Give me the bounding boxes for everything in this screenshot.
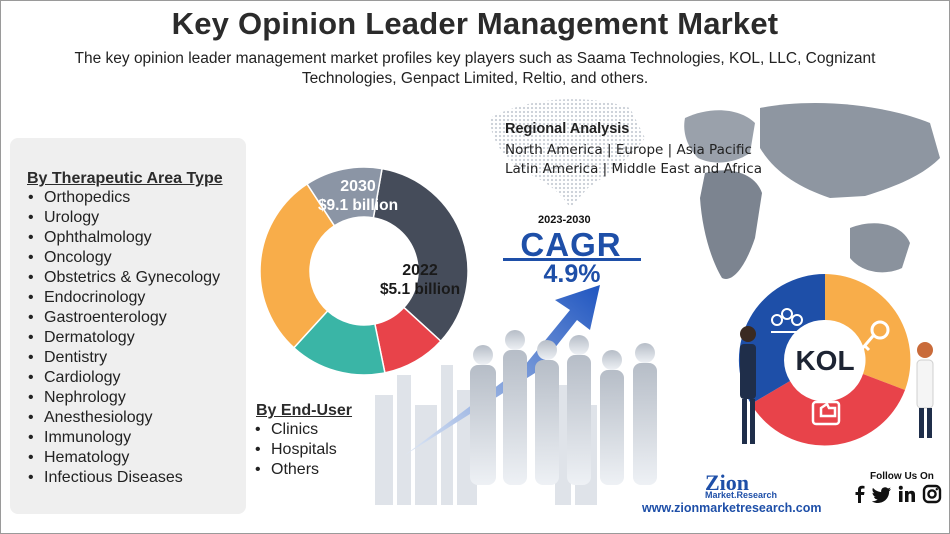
end-user-item-1: Hospitals: [253, 440, 337, 460]
end-user-item-0: Clinics: [253, 420, 337, 440]
therapeutic-item-4: Obstetrics & Gynecology: [26, 268, 220, 288]
regional-title: Regional Analysis: [505, 121, 630, 137]
donut-label-value-0: $9.1 billion: [317, 197, 399, 214]
brand-sub-text: Market.Research: [705, 490, 778, 500]
world-map: [490, 99, 940, 279]
therapeutic-item-10: Nephrology: [26, 388, 220, 408]
donut-label-year-0: 2030: [340, 178, 376, 195]
therapeutic-item-12: Immunology: [26, 428, 220, 448]
donut-label-value-1: $5.1 billion: [379, 281, 461, 298]
donut-hole: [310, 217, 418, 325]
key-icon: [859, 320, 890, 352]
skyline-illustration: [375, 285, 657, 505]
website-link[interactable]: www.zionmarketresearch.com: [642, 501, 822, 515]
twitter-icon[interactable]: [872, 484, 892, 504]
therapeutic-item-2: Ophthalmology: [26, 228, 220, 248]
regional-line-2: Latin America | Middle East and Africa: [505, 161, 763, 177]
regional-line-1: North America | Europe | Asia Pacific: [505, 142, 752, 158]
cagr-underline: [503, 258, 641, 261]
presenter-man: [740, 326, 756, 444]
linkedin-icon[interactable]: [897, 484, 917, 504]
therapeutic-item-11: Anesthesiology: [26, 408, 220, 428]
kol-ring-blue: [738, 273, 825, 404]
subtitle: The key opinion leader management market…: [74, 50, 876, 87]
kol-ring-orange: [825, 274, 911, 390]
therapeutic-item-7: Dermatology: [26, 328, 220, 348]
therapeutic-item-5: Endocrinology: [26, 288, 220, 308]
donut-label-year-1: 2022: [402, 262, 438, 279]
end-user-item-2: Others: [253, 460, 337, 480]
team-icon: [771, 308, 803, 333]
therapeutic-list: OrthopedicsUrologyOphthalmologyOncologyO…: [26, 188, 220, 488]
kol-ring-red: [751, 374, 905, 446]
therapeutic-item-0: Orthopedics: [26, 188, 220, 208]
growth-arrow: [405, 285, 600, 455]
donut-chart: [259, 166, 469, 376]
cagr-period: 2023-2030: [538, 214, 591, 226]
brand-logo-text: Zion: [705, 470, 750, 495]
kol-badge: KOL: [795, 345, 854, 376]
asia-shape: [760, 103, 940, 198]
therapeutic-heading: By Therapeutic Area Type: [27, 170, 223, 187]
north-america-shape: [490, 99, 645, 208]
facebook-icon[interactable]: [850, 484, 870, 504]
australia-shape: [850, 223, 910, 273]
follow-us-label: Follow Us On: [870, 471, 934, 482]
therapeutic-item-9: Cardiology: [26, 368, 220, 388]
thumbs-up-icon: [811, 400, 841, 426]
presenter-woman: [916, 342, 934, 438]
cagr-value: 4.9%: [543, 260, 601, 288]
kol-illustration: KOL: [738, 273, 934, 446]
therapeutic-item-1: Urology: [26, 208, 220, 228]
therapeutic-item-8: Dentistry: [26, 348, 220, 368]
end-user-list: ClinicsHospitalsOthers: [253, 420, 337, 480]
instagram-icon[interactable]: [922, 484, 942, 504]
page-title: Key Opinion Leader Management Market: [171, 6, 779, 41]
africa-shape: [700, 170, 762, 279]
europe-shape: [684, 110, 755, 163]
therapeutic-item-13: Hematology: [26, 448, 220, 468]
celebrating-people: [470, 330, 657, 485]
therapeutic-item-6: Gastroenterology: [26, 308, 220, 328]
therapeutic-item-3: Oncology: [26, 248, 220, 268]
therapeutic-item-14: Infectious Diseases: [26, 468, 220, 488]
end-user-heading: By End-User: [256, 402, 353, 419]
cagr-label: CAGR: [520, 226, 622, 263]
